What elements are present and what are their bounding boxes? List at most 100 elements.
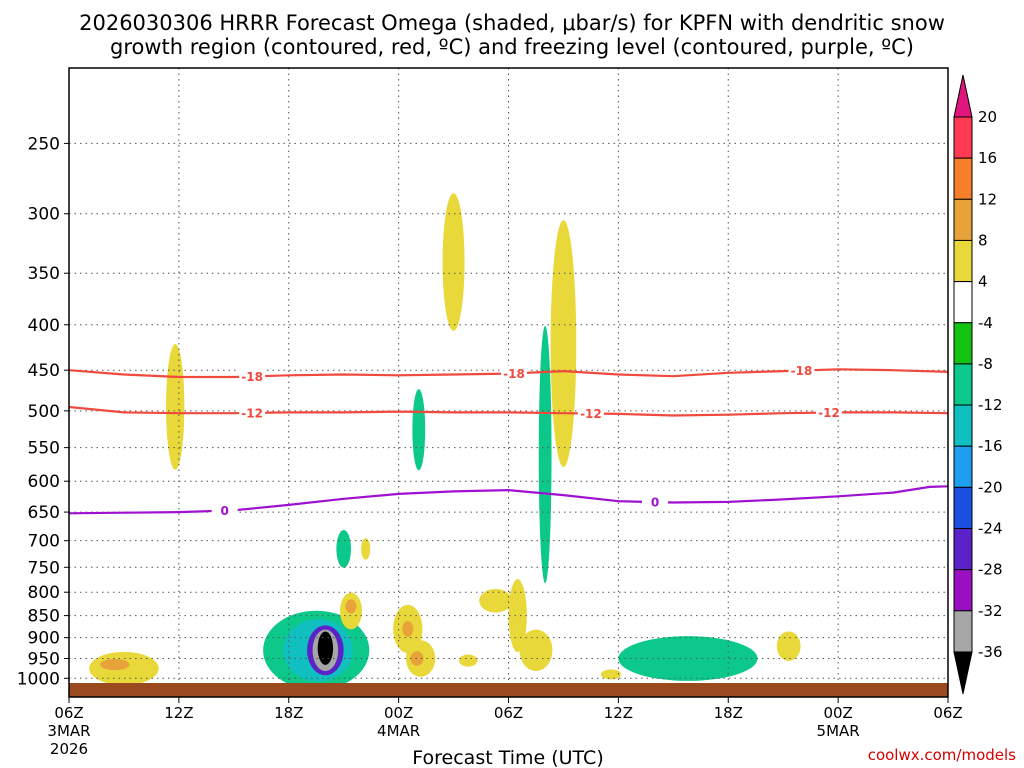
omega-yellow-area-23 [459,654,478,667]
y-tick-label-600: 600 [28,472,60,492]
contour-label-dgz-upper-1: -18 [503,367,525,381]
colorbar-bin-0 [953,116,973,159]
omega-yellow-area-26 [776,631,801,661]
contour-label-bg-dgz-lower-0 [239,404,266,420]
y-tick-label-650: 650 [28,503,60,523]
y-tick-label-500: 500 [28,402,60,422]
y-tick-label-700: 700 [28,532,60,552]
y-tick-label-900: 900 [28,629,60,649]
omega-yellow-area-20 [519,629,553,672]
x-tick-label-48: 06Z [933,704,962,722]
y-axis: 250 300 350 400 450 500 550 600 650 700 750 800 8509… [17,134,69,689]
omega-yellow-area-19 [508,579,527,653]
colorbar-bin-9 [953,486,973,530]
omega-green-area-16 [412,389,426,471]
omega-yellow-area-24 [600,669,622,680]
colorbar-bin-8 [953,445,973,488]
y-tick-label-1000: 1000 [17,669,60,689]
x-tick-label-6: 12Z [164,704,193,722]
colorbar-label-11: -28 [978,561,1003,579]
terrain-ground [69,683,948,697]
colorbar-label-4: 4 [978,273,988,291]
colorbar-bin-10 [953,528,973,571]
omega-orange-area-11 [345,599,357,614]
omega-yellow-area-9 [361,538,371,560]
colorbar-label-9: -20 [978,478,1003,496]
x-tick-label-0: 06Z [54,704,83,722]
omega-green-area-25 [618,636,758,681]
chart-title-line-1: 2026030306 HRRR Forecast Omega (shaded, … [79,11,945,35]
colorbar-label-13: -36 [978,643,1003,661]
contour-label-dgz-lower-0: -12 [241,406,263,420]
y-tick-label-450: 450 [28,361,60,381]
contour-label-bg-dgz-upper-0 [239,368,266,384]
omega-yellow-area-17 [442,193,465,331]
x-tick-date-0: 3MAR [47,722,90,740]
contour-label-bg-dgz-upper-2 [788,362,815,378]
contour-label-dgz-lower-2: -12 [818,406,840,420]
omega-shading [89,193,801,690]
contour-label-bg-dgz-lower-1 [577,405,604,421]
omega-yellow-area-22 [550,220,577,468]
colorbar-bin-12 [953,610,973,653]
omega-orange-area-13 [402,621,414,637]
y-tick-label-400: 400 [28,316,60,336]
x-tick-label-18: 00Z [384,704,413,722]
x-tick-date-42: 5MAR [817,722,860,740]
colorbar-bin-7 [953,404,973,447]
colorbar-label-0: 20 [978,108,997,126]
x-tick-date-18: 4MAR [377,722,420,740]
contour-label-dgz-upper-0: -18 [241,370,263,384]
contour-label-bg-freezing-level-0 [211,502,238,518]
colorbar-label-7: -12 [978,396,1003,414]
contour-label-dgz-lower-1: -12 [580,407,602,421]
colorbar-label-8: -16 [978,437,1003,455]
colorbar-label-3: 8 [978,231,988,249]
colorbar-bottom-triangle [953,651,973,695]
contours: -18 -18 -18 -12 -12 -12 0 0 [69,362,948,518]
contour-label-freezing-level-0: 0 [220,504,228,518]
contour-label-bg-dgz-lower-2 [815,404,842,420]
colorbar-bin-2 [953,198,973,241]
y-tick-label-800: 800 [28,583,60,603]
x-tick-label-12: 18Z [274,704,303,722]
omega-yellow-area-18 [479,588,513,613]
colorbar-bin-6 [953,363,973,406]
colorbar-label-1: 16 [978,149,997,167]
x-tick-label-36: 18Z [714,704,743,722]
x-tick-label-30: 12Z [604,704,633,722]
y-tick-label-250: 250 [28,134,60,154]
y-tick-label-350: 350 [28,264,60,284]
contour-label-dgz-upper-2: -18 [791,364,813,378]
x-tick-label-24: 06Z [494,704,523,722]
colorbar-bin-1 [953,157,973,200]
colorbar-bin-11 [953,569,973,612]
omega-green-area-8 [336,529,352,568]
colorbar: 20 16 12 8 4 -4 -8 -12 -16 -20 -24 -28 -32 -36 [953,74,1003,695]
contour-label-bg-dgz-upper-1 [500,365,527,381]
x-axis-label: Forecast Time (UTC) [412,747,603,768]
colorbar-label-5: -4 [978,314,993,332]
x-tick-label-42: 00Z [823,704,852,722]
contour-label-bg-freezing-level-1 [642,494,668,510]
colorbar-label-12: -32 [978,602,1003,620]
omega-black-area-7 [317,631,334,665]
colorbar-label-6: -8 [978,355,993,373]
colorbar-label-10: -24 [978,520,1003,538]
colorbar-bin-3 [953,239,973,283]
y-tick-label-750: 750 [28,558,60,578]
colorbar-bin-5 [953,322,973,365]
contour-label-freezing-level-1: 0 [651,496,659,510]
contour-dgz-lower [69,405,948,417]
y-tick-label-550: 550 [28,439,60,459]
omega-green-area-21 [538,325,552,584]
colorbar-top-triangle [953,74,973,118]
omega-orange-area-1 [100,658,130,671]
y-tick-label-300: 300 [28,205,60,225]
y-tick-label-850: 850 [28,607,60,627]
credit-text: coolwx.com/models [868,746,1016,764]
colorbar-bin-4 [953,281,973,324]
omega-yellow-area-2 [166,344,185,470]
